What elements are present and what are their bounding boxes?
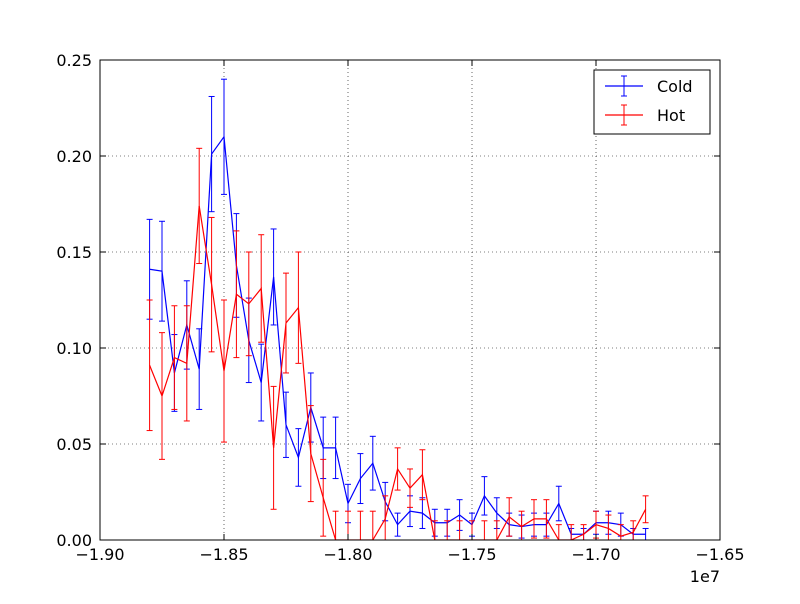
series-line <box>149 135 646 535</box>
plot-frame <box>99 59 721 541</box>
axis-ticks: −1.90 −1.85 −1.80 −1.75 −1.70 −1.65 0.00 0.05 0.… <box>56 51 744 564</box>
x-tick-label: −1.80 <box>323 545 372 564</box>
x-tick-label: −1.85 <box>199 545 248 564</box>
x-offset-label: 1e7 <box>690 567 720 586</box>
y-tick-label: 0.20 <box>56 147 92 166</box>
y-tick-label: 0.10 <box>56 339 92 358</box>
x-tick-label: −1.90 <box>75 545 124 564</box>
series-line <box>149 205 647 540</box>
y-tick-label: 0.05 <box>56 435 92 454</box>
x-tick-label: −1.70 <box>571 545 620 564</box>
plot-data <box>146 78 649 540</box>
series-hot <box>146 147 649 540</box>
x-tick-label: −1.75 <box>447 545 496 564</box>
x-tick-label: −1.65 <box>695 545 744 564</box>
legend: Cold Hot <box>593 69 711 135</box>
y-tick-label: 0.15 <box>56 243 92 262</box>
y-tick-label: 0.25 <box>56 51 92 70</box>
legend-box <box>593 69 711 135</box>
legend-label: Hot <box>657 106 685 125</box>
y-tick-label: 0.00 <box>56 531 92 550</box>
legend-label: Cold <box>657 77 693 96</box>
